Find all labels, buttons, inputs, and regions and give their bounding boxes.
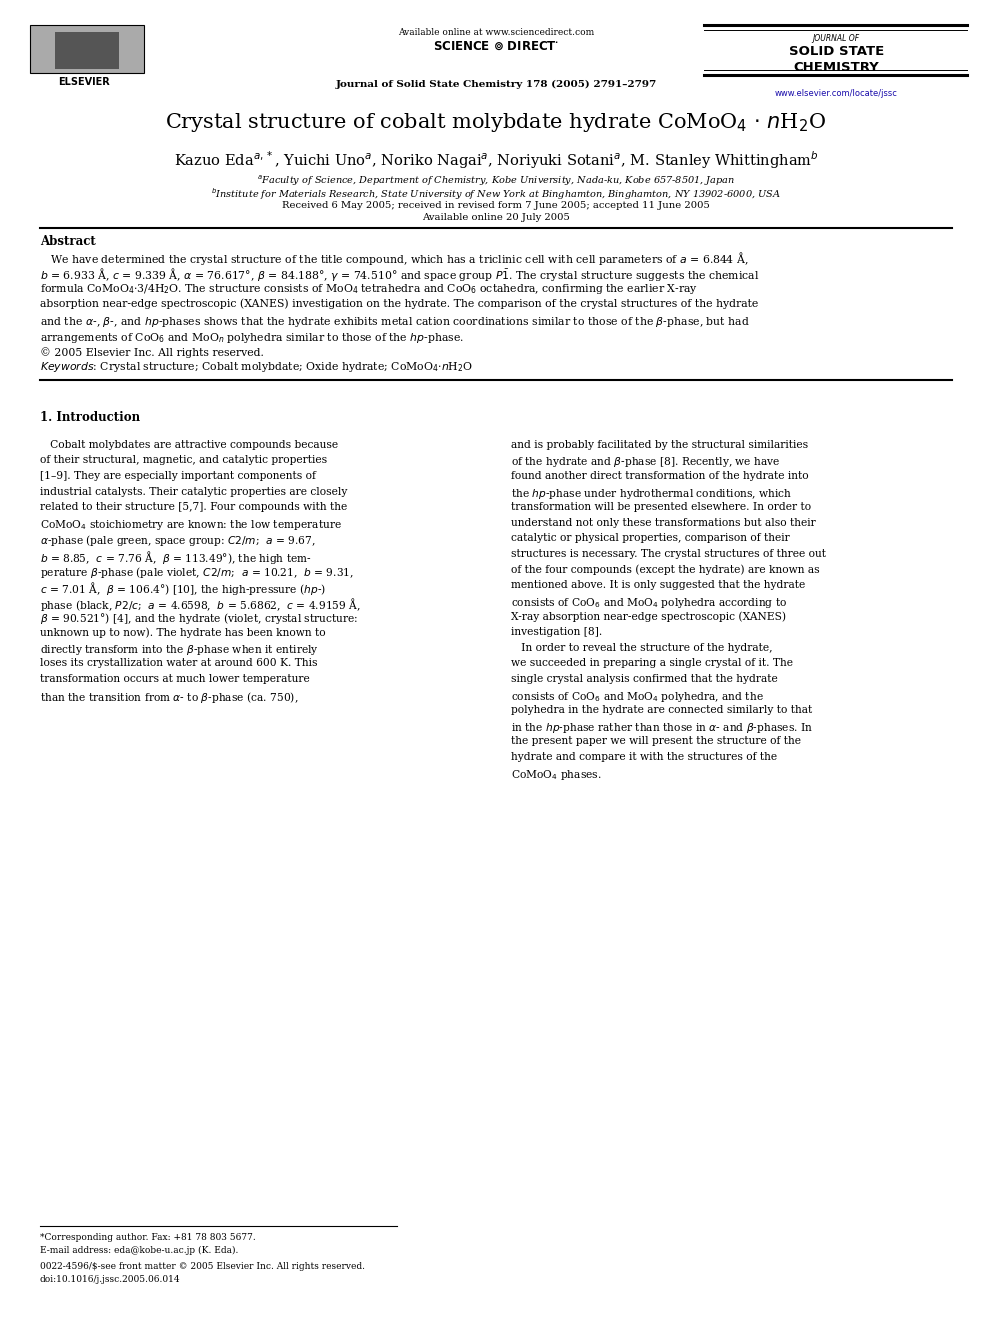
Text: perature $\beta$-phase (pale violet, $C2/m$;  $a$ = 10.21,  $b$ = 9.31,: perature $\beta$-phase (pale violet, $C2…: [40, 565, 354, 579]
Text: We have determined the crystal structure of the title compound, which has a tric: We have determined the crystal structure…: [40, 250, 748, 267]
Text: Available online 20 July 2005: Available online 20 July 2005: [422, 213, 570, 222]
Text: hydrate and compare it with the structures of the: hydrate and compare it with the structur…: [511, 751, 777, 762]
Text: understand not only these transformations but also their: understand not only these transformation…: [511, 517, 815, 528]
Text: In order to reveal the structure of the hydrate,: In order to reveal the structure of the …: [511, 643, 773, 652]
Text: $b$ = 8.85,  $c$ = 7.76 Å,  $\beta$ = 113.49°), the high tem-: $b$ = 8.85, $c$ = 7.76 Å, $\beta$ = 113.…: [40, 549, 311, 566]
Text: we succeeded in preparing a single crystal of it. The: we succeeded in preparing a single cryst…: [511, 659, 793, 668]
Text: and is probably facilitated by the structural similarities: and is probably facilitated by the struc…: [511, 439, 808, 450]
Text: doi:10.1016/j.jssc.2005.06.014: doi:10.1016/j.jssc.2005.06.014: [40, 1275, 181, 1285]
Text: Abstract: Abstract: [40, 235, 95, 249]
Text: consists of CoO$_6$ and MoO$_4$ polyhedra according to: consists of CoO$_6$ and MoO$_4$ polyhedr…: [511, 595, 788, 610]
Text: formula CoMoO$_4$$\cdot$3/4H$_2$O. The structure consists of MoO$_4$ tetrahedra : formula CoMoO$_4$$\cdot$3/4H$_2$O. The s…: [40, 282, 697, 296]
Text: [1–9]. They are especially important components of: [1–9]. They are especially important com…: [40, 471, 315, 482]
Text: www.elsevier.com/locate/jssc: www.elsevier.com/locate/jssc: [775, 89, 898, 98]
Text: of their structural, magnetic, and catalytic properties: of their structural, magnetic, and catal…: [40, 455, 326, 466]
Text: Kazuo Eda$^{a,*}$, Yuichi Uno$^a$, Noriko Nagai$^a$, Noriyuki Sotani$^a$, M. Sta: Kazuo Eda$^{a,*}$, Yuichi Uno$^a$, Norik…: [174, 149, 818, 171]
Bar: [30, 25, 144, 73]
Text: ELSEVIER: ELSEVIER: [59, 77, 110, 87]
Text: transformation occurs at much lower temperature: transformation occurs at much lower temp…: [40, 673, 310, 684]
Text: phase (black, $P2/c$;  $a$ = 4.6598,  $b$ = 5.6862,  $c$ = 4.9159 Å,: phase (black, $P2/c$; $a$ = 4.6598, $b$ …: [40, 595, 360, 613]
Text: loses its crystallization water at around 600 K. This: loses its crystallization water at aroun…: [40, 659, 317, 668]
Text: E-mail address: eda@kobe-u.ac.jp (K. Eda).: E-mail address: eda@kobe-u.ac.jp (K. Eda…: [40, 1246, 238, 1256]
Text: consists of CoO$_6$ and MoO$_4$ polyhedra, and the: consists of CoO$_6$ and MoO$_4$ polyhedr…: [511, 689, 764, 704]
Text: in the $hp$-phase rather than those in $\alpha$- and $\beta$-phases. In: in the $hp$-phase rather than those in $…: [511, 721, 812, 734]
Text: CHEMISTRY: CHEMISTRY: [794, 61, 879, 74]
Text: Received 6 May 2005; received in revised form 7 June 2005; accepted 11 June 2005: Received 6 May 2005; received in revised…: [282, 201, 710, 210]
Text: SCIENCE $\mathbf{\circledcirc}$ DIRECT$^\mathbf{\cdot}$: SCIENCE $\mathbf{\circledcirc}$ DIRECT$^…: [433, 40, 559, 53]
Text: $^a$Faculty of Science, Department of Chemistry, Kobe University, Nada-ku, Kobe : $^a$Faculty of Science, Department of Ch…: [257, 173, 735, 188]
Text: Crystal structure of cobalt molybdate hydrate CoMoO$_4$ $\cdot$ $n$H$_2$O: Crystal structure of cobalt molybdate hy…: [166, 111, 826, 134]
Text: investigation [8].: investigation [8].: [511, 627, 602, 638]
Text: $\beta$ = 90.521°) [4], and the hydrate (violet, crystal structure:: $\beta$ = 90.521°) [4], and the hydrate …: [40, 611, 358, 627]
Text: Available online at www.sciencedirect.com: Available online at www.sciencedirect.co…: [398, 28, 594, 37]
Text: © 2005 Elsevier Inc. All rights reserved.: © 2005 Elsevier Inc. All rights reserved…: [40, 347, 264, 357]
Text: $^b$Institute for Materials Research, State University of New York at Binghamton: $^b$Institute for Materials Research, St…: [211, 187, 781, 202]
Text: the $hp$-phase under hydrothermal conditions, which: the $hp$-phase under hydrothermal condit…: [511, 487, 792, 500]
Text: polyhedra in the hydrate are connected similarly to that: polyhedra in the hydrate are connected s…: [511, 705, 812, 716]
Text: 1. Introduction: 1. Introduction: [40, 410, 140, 423]
Text: single crystal analysis confirmed that the hydrate: single crystal analysis confirmed that t…: [511, 673, 778, 684]
Text: 0022-4596/$-see front matter © 2005 Elsevier Inc. All rights reserved.: 0022-4596/$-see front matter © 2005 Else…: [40, 1262, 365, 1271]
Text: Journal of Solid State Chemistry 178 (2005) 2791–2797: Journal of Solid State Chemistry 178 (20…: [335, 79, 657, 89]
Text: industrial catalysts. Their catalytic properties are closely: industrial catalysts. Their catalytic pr…: [40, 487, 347, 496]
Text: unknown up to now). The hydrate has been known to: unknown up to now). The hydrate has been…: [40, 627, 325, 638]
Text: JOURNAL OF: JOURNAL OF: [812, 34, 860, 44]
Text: catalytic or physical properties, comparison of their: catalytic or physical properties, compar…: [511, 533, 790, 544]
Text: $\alpha$-phase (pale green, space group: $C2/m$;  $a$ = 9.67,: $\alpha$-phase (pale green, space group:…: [40, 533, 315, 549]
Text: $b$ = 6.933 Å, $c$ = 9.339 Å, $\alpha$ = 76.617°, $\beta$ = 84.188°, $\gamma$ = : $b$ = 6.933 Å, $c$ = 9.339 Å, $\alpha$ =…: [40, 266, 759, 283]
Text: and the $\alpha$-, $\beta$-, and $hp$-phases shows that the hydrate exhibits met: and the $\alpha$-, $\beta$-, and $hp$-ph…: [40, 315, 750, 328]
Text: Cobalt molybdates are attractive compounds because: Cobalt molybdates are attractive compoun…: [40, 439, 338, 450]
Text: directly transform into the $\beta$-phase when it entirely: directly transform into the $\beta$-phas…: [40, 643, 318, 656]
Text: $c$ = 7.01 Å,  $\beta$ = 106.4°) [10], the high-pressure ($hp$-): $c$ = 7.01 Å, $\beta$ = 106.4°) [10], th…: [40, 581, 325, 597]
Text: absorption near-edge spectroscopic (XANES) investigation on the hydrate. The com: absorption near-edge spectroscopic (XANE…: [40, 299, 758, 310]
Text: the present paper we will present the structure of the: the present paper we will present the st…: [511, 737, 801, 746]
Text: than the transition from $\alpha$- to $\beta$-phase (ca. 750),: than the transition from $\alpha$- to $\…: [40, 689, 299, 705]
Text: found another direct transformation of the hydrate into: found another direct transformation of t…: [511, 471, 808, 482]
Text: $\mathit{Keywords}$: Crystal structure; Cobalt molybdate; Oxide hydrate; CoMoO$_: $\mathit{Keywords}$: Crystal structure; …: [40, 360, 473, 374]
Text: mentioned above. It is only suggested that the hydrate: mentioned above. It is only suggested th…: [511, 581, 806, 590]
Text: structures is necessary. The crystal structures of three out: structures is necessary. The crystal str…: [511, 549, 826, 560]
Text: of the hydrate and $\beta$-phase [8]. Recently, we have: of the hydrate and $\beta$-phase [8]. Re…: [511, 455, 781, 470]
Text: X-ray absorption near-edge spectroscopic (XANES): X-ray absorption near-edge spectroscopic…: [511, 611, 786, 622]
Text: transformation will be presented elsewhere. In order to: transformation will be presented elsewhe…: [511, 503, 811, 512]
Text: of the four compounds (except the hydrate) are known as: of the four compounds (except the hydrat…: [511, 565, 819, 576]
Text: arrangements of CoO$_6$ and MoO$_n$ polyhedra similar to those of the $hp$-phase: arrangements of CoO$_6$ and MoO$_n$ poly…: [40, 331, 464, 345]
Text: SOLID STATE: SOLID STATE: [789, 45, 884, 58]
Bar: [55, 32, 119, 69]
Text: CoMoO$_4$ stoichiometry are known: the low temperature: CoMoO$_4$ stoichiometry are known: the l…: [40, 517, 341, 532]
Text: *Corresponding author. Fax: +81 78 803 5677.: *Corresponding author. Fax: +81 78 803 5…: [40, 1233, 255, 1242]
Text: related to their structure [5,7]. Four compounds with the: related to their structure [5,7]. Four c…: [40, 503, 347, 512]
Text: CoMoO$_4$ phases.: CoMoO$_4$ phases.: [511, 767, 601, 782]
